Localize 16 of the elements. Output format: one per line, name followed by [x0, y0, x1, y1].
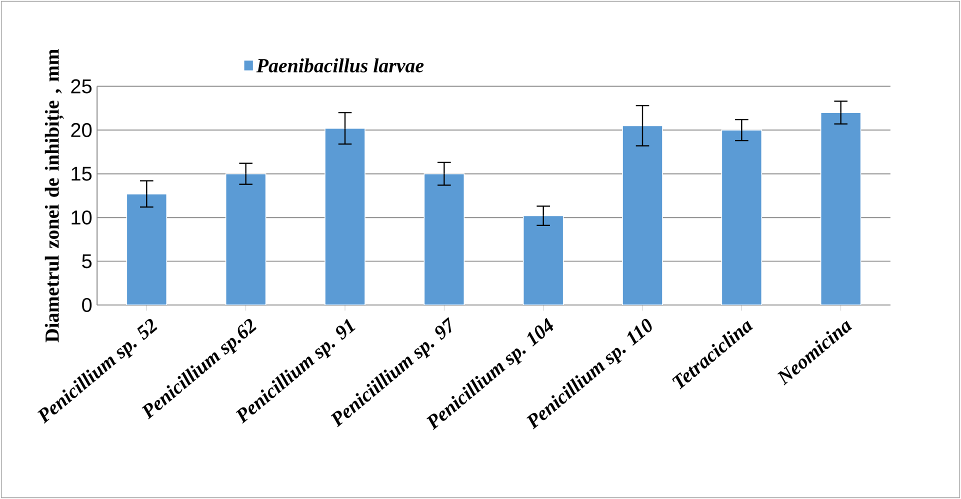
- bar: [622, 125, 663, 305]
- bar: [424, 173, 465, 305]
- bar: [522, 215, 564, 305]
- y-axis-title: Diametrul zonei de inhibiție , mm: [44, 49, 64, 342]
- bar: [820, 112, 862, 305]
- y-tick-label: 25: [71, 79, 92, 94]
- legend-label: Paenibacillus larvae: [256, 58, 424, 72]
- y-tick-label: 0: [82, 298, 92, 312]
- y-tick-label: 15: [72, 166, 92, 181]
- y-tick-label: 10: [72, 210, 92, 225]
- bar: [126, 194, 168, 305]
- y-tick-label: 20: [71, 123, 92, 138]
- bar: [324, 128, 366, 305]
- bar: [225, 173, 266, 305]
- bar: [721, 130, 762, 305]
- y-tick-label: 5: [82, 254, 92, 268]
